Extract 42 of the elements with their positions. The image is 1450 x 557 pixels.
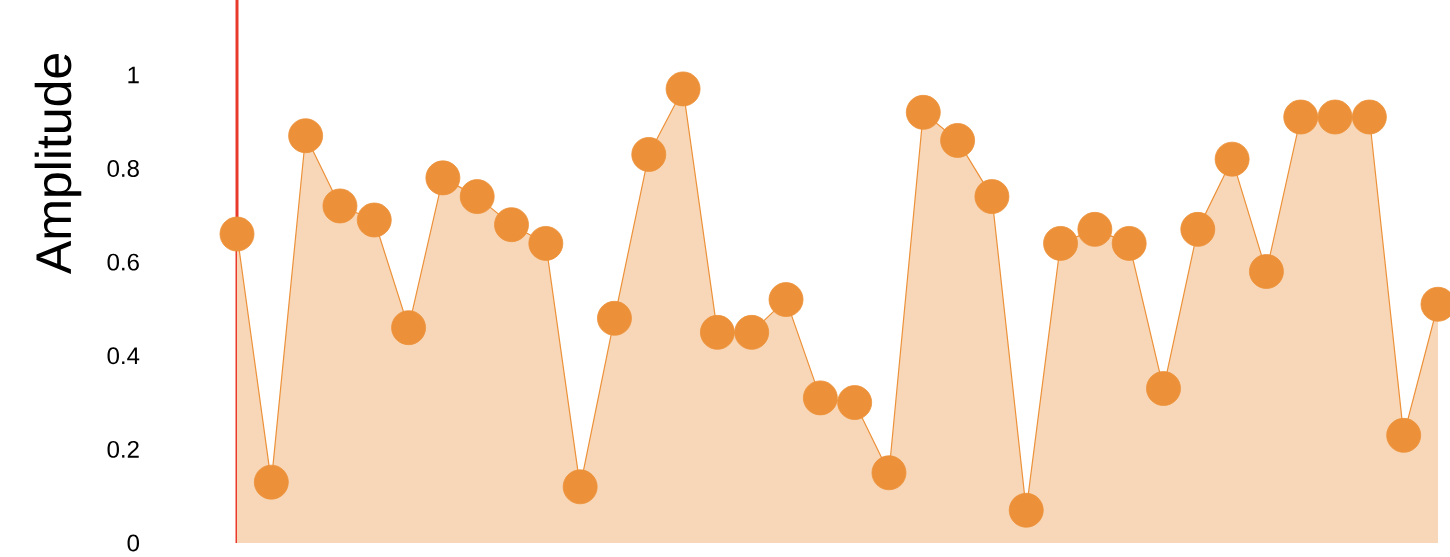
- point: [1386, 417, 1422, 453]
- y-tick-label: 0: [127, 534, 140, 552]
- point: [562, 469, 598, 505]
- point: [871, 455, 907, 491]
- point: [219, 216, 255, 252]
- point: [768, 282, 804, 317]
- point: [391, 310, 426, 346]
- y-tick-label: 1: [128, 66, 139, 84]
- point: [1214, 141, 1250, 177]
- point: [494, 207, 529, 243]
- point: [1146, 371, 1181, 406]
- point: [1077, 211, 1113, 247]
- point: [459, 179, 495, 214]
- point: [940, 123, 975, 158]
- point: [528, 226, 564, 261]
- point: [665, 71, 701, 107]
- point: [253, 464, 289, 500]
- y-tick-label: 0.6: [107, 253, 139, 271]
- point: [1008, 492, 1044, 528]
- point: [905, 94, 941, 130]
- point: [631, 137, 667, 172]
- y-tick-label: 0.8: [107, 160, 139, 177]
- point: [1283, 99, 1319, 135]
- point: [425, 160, 461, 196]
- point: [974, 179, 1010, 214]
- point: [597, 300, 632, 336]
- point: [700, 314, 735, 350]
- point: [1111, 226, 1147, 261]
- point: [322, 188, 358, 224]
- y-tick-label: 0.4: [107, 347, 140, 365]
- point: [356, 202, 392, 238]
- point: [1249, 254, 1284, 289]
- y-tick-label: 0.2: [107, 440, 139, 458]
- point: [1351, 99, 1387, 135]
- point: [288, 118, 324, 154]
- point: [837, 385, 873, 420]
- point: [1317, 99, 1353, 135]
- y-axis-title: Amplitude: [34, 53, 82, 274]
- point: [1180, 211, 1216, 247]
- point: [734, 314, 770, 350]
- point: [802, 380, 838, 416]
- point: [1043, 226, 1078, 261]
